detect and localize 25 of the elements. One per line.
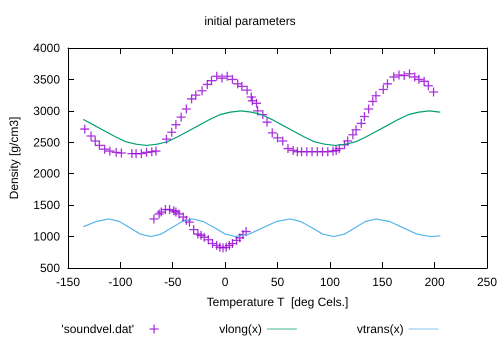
y-tick-label: 1000 [33, 230, 60, 244]
y-tick-label: 1500 [33, 198, 60, 212]
x-axis-title: Temperature T [deg Cels.] [206, 295, 348, 309]
x-tick-label: 0 [222, 275, 229, 289]
y-tick-label: 2500 [33, 135, 60, 150]
y-tick-label: 3500 [33, 72, 60, 86]
y-tick-label: 3000 [33, 104, 60, 118]
y-tick-label: 500 [40, 261, 60, 275]
line-series [83, 218, 440, 238]
x-tick-label: -150 [56, 275, 80, 289]
x-tick-label: -100 [108, 275, 133, 289]
y-tick-label: 2000 [33, 166, 60, 181]
y-axis-title: Density [g/cm3] [7, 116, 21, 200]
x-tick-label: 200 [424, 275, 445, 289]
y-tick-label: 4000 [33, 41, 60, 55]
x-tick-label: 50 [270, 275, 284, 289]
x-tick-label: 100 [320, 275, 340, 289]
legend-label: vtrans(x) [356, 322, 404, 336]
chart-title: initial parameters [204, 14, 296, 28]
x-tick-label: 250 [476, 275, 498, 289]
legend-label: 'soundvel.dat' [61, 322, 134, 336]
line-series [83, 110, 440, 146]
x-tick-label: -50 [164, 275, 182, 289]
x-tick-label: 150 [372, 275, 393, 289]
legend-label: vlong(x) [219, 322, 262, 336]
